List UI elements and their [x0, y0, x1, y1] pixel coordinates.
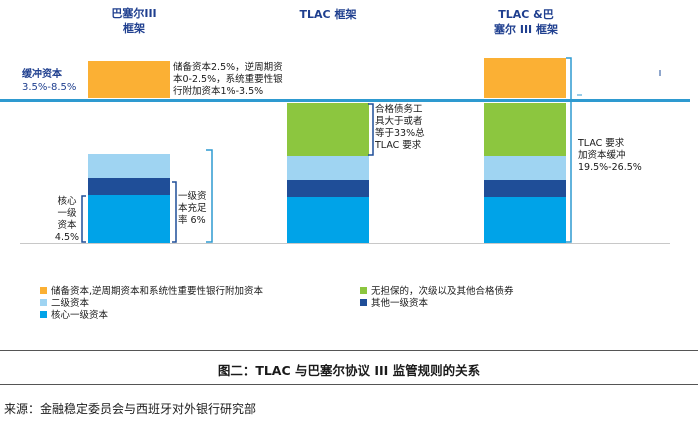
- tlac-other-tier1-bar: [287, 180, 369, 197]
- basel-column-header: 巴塞尔III 框架: [86, 6, 182, 36]
- caption-bottom-rule: [0, 384, 698, 385]
- basel-title-line2: 框架: [123, 22, 145, 35]
- legend-swatch-orange: [40, 286, 47, 294]
- combined-unsecured-bar: [484, 103, 566, 156]
- tlac-eligible-annotation: 合格债务工 具大于或者 等于33%总 TLAC 要求: [375, 104, 425, 151]
- chart-baseline: [20, 243, 670, 244]
- buffer-label-group: 缓冲资本 3.5%-8.5%: [22, 68, 76, 94]
- tlac-eligible-bracket: [368, 103, 374, 156]
- combined-buffer-bar: [484, 58, 566, 98]
- core-tier1-annotation: 核心 一级 资本 4.5%: [54, 196, 80, 243]
- combined-other-tier1-bar: [484, 180, 566, 197]
- caption-top-rule: [0, 350, 698, 351]
- basel-total-bracket: [206, 149, 213, 243]
- buffer-label: 缓冲资本: [22, 69, 62, 80]
- legend-item-unsecured: 无担保的，次级以及其他合格债券: [360, 283, 514, 297]
- tlac-requirement-annotation: TLAC 要求 加资本缓冲 19.5%-26.5%: [578, 138, 642, 173]
- tlac-tier2-bar: [287, 156, 369, 180]
- legend-swatch-light-blue: [40, 298, 47, 306]
- combined-core-tier1-bar: [484, 197, 566, 243]
- basel-core-tier1-bar: [88, 195, 170, 243]
- legend-item-buffer: 储备资本,逆周期资本和系统性重要性银行附加资本: [40, 283, 263, 297]
- combined-title-line2: 塞尔 III 框架: [494, 23, 558, 36]
- legend-item-core: 核心一级资本: [40, 307, 108, 321]
- bracket-lines: [81, 57, 661, 243]
- tlac-unsecured-bar: [287, 103, 369, 156]
- combined-title-line1: TLAC &巴: [498, 8, 554, 21]
- tlac-title-line1: TLAC 框架: [299, 8, 357, 21]
- tier1-adequacy-bracket: [172, 181, 177, 243]
- combined-column-header: TLAC &巴 塞尔 III 框架: [476, 7, 576, 37]
- source-note: 来源：金融稳定委员会与西班牙对外银行研究部: [4, 402, 257, 416]
- legend-item-tier2: 二级资本: [40, 295, 89, 309]
- tlac-core-tier1-bar: [287, 197, 369, 243]
- combined-tier2-bar: [484, 156, 566, 180]
- buffer-range: 3.5%-8.5%: [22, 82, 77, 93]
- basel-buffer-annotation: 储备资本2.5%，逆周期资 本0-2.5%，系统重要性银 行附加资本1%-3.5…: [173, 62, 283, 97]
- basel-buffer-bar: [88, 61, 170, 98]
- basel-other-tier1-bar: [88, 178, 170, 195]
- figure-caption: 图二：TLAC 与巴塞尔协议 III 监管规则的关系: [217, 363, 481, 378]
- buffer-divider-line: [0, 99, 690, 102]
- legend-swatch-cyan: [40, 310, 47, 318]
- legend-swatch-green: [360, 286, 367, 294]
- tlac-requirement-bracket: [566, 57, 572, 243]
- legend-item-other-tier1: 其他一级资本: [360, 295, 428, 309]
- core-tier1-bracket: [81, 195, 86, 243]
- tlac-column-header: TLAC 框架: [280, 7, 376, 22]
- legend-swatch-navy: [360, 298, 367, 306]
- basel-tier2-bar: [88, 154, 170, 178]
- basel-title-line1: 巴塞尔III: [111, 7, 157, 20]
- tier1-adequacy-annotation: 一级资 本充足 率 6%: [178, 191, 207, 226]
